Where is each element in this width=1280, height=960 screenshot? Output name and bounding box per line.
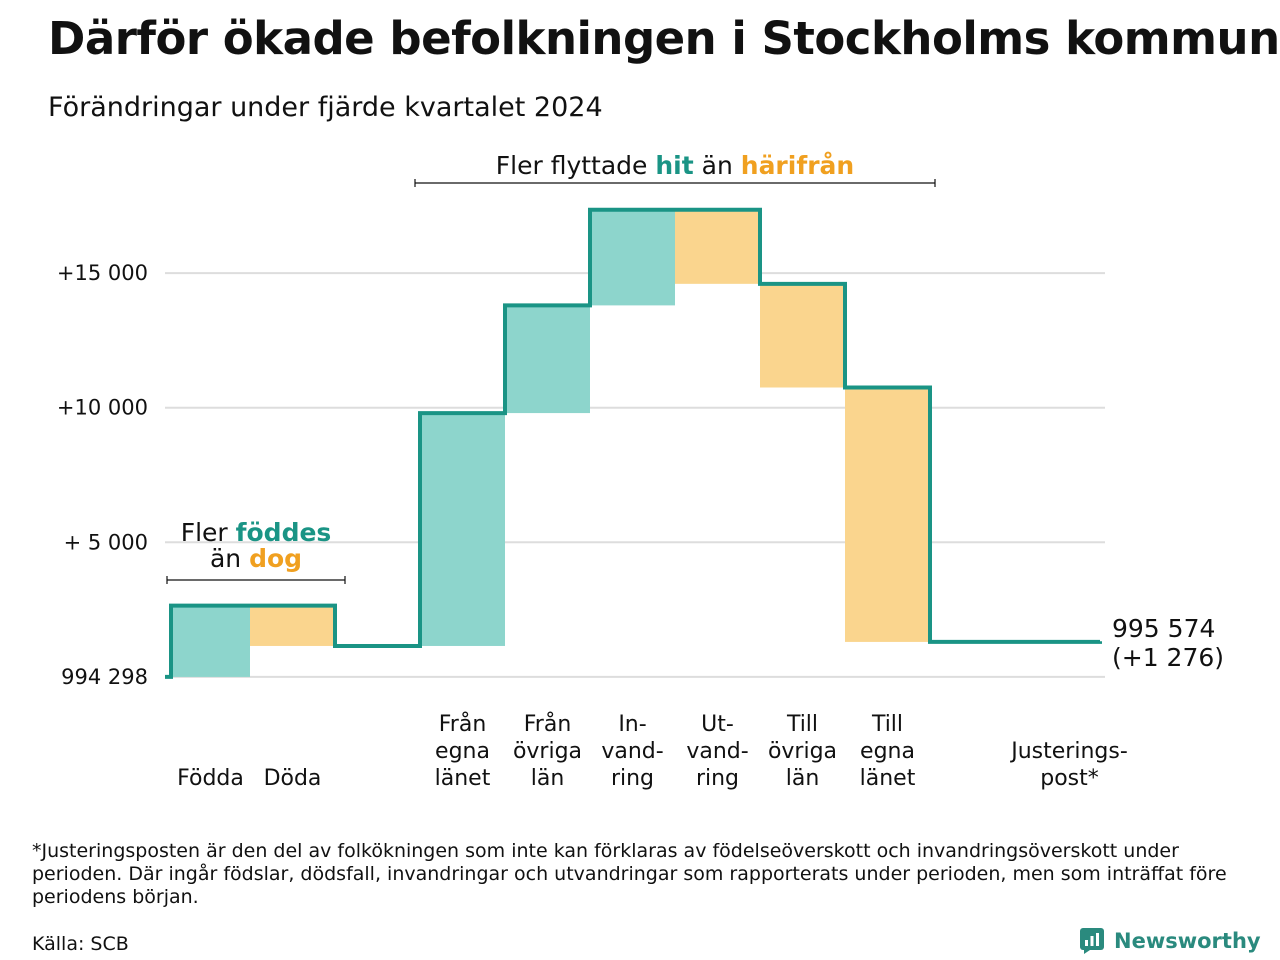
x-category-label: Ut-vand-ring — [686, 712, 748, 791]
y-tick-label: +15 000 — [57, 261, 148, 285]
x-category-label: Till egna länet — [860, 712, 916, 791]
annotation-migration: Fler flyttade hit än härifrån — [496, 151, 854, 180]
chart-subtitle: Förändringar under fjärde kvartalet 2024 — [48, 92, 603, 123]
waterfall-step-line — [165, 207, 1102, 679]
end-value-label: 995 574 (+1 276) — [1112, 614, 1224, 672]
bar-increase — [505, 305, 590, 414]
footnote: *Justeringsposten är den del av folkökni… — [32, 840, 1227, 908]
y-tick-label: + 5 000 — [64, 530, 148, 554]
bar-decrease — [250, 605, 335, 646]
bar-increase — [420, 413, 505, 646]
x-category-label: Justerings-post* — [1009, 739, 1128, 791]
bar-decrease — [845, 387, 930, 642]
source-text: Källa: SCB — [32, 933, 129, 955]
chart-title: Därför ökade befolkningen i Stockholms k… — [48, 12, 1280, 65]
annotation-births-line2: än dog — [210, 544, 302, 573]
x-category-label: Från egna länet — [435, 711, 491, 791]
bar-increase — [590, 209, 675, 306]
x-category-label: Från övriga län — [513, 711, 582, 791]
x-category-label: Döda — [264, 766, 322, 791]
bar-decrease — [675, 209, 760, 284]
annotation-births-line1: Fler föddes — [181, 518, 332, 547]
x-category-label: Födda — [177, 766, 244, 791]
newsworthy-logo-icon — [1080, 928, 1104, 954]
bar-decrease — [760, 283, 845, 388]
brand-logo: Newsworthy — [1080, 928, 1261, 954]
x-category-label: In-vand-ring — [601, 712, 663, 791]
bar-increase — [171, 605, 250, 677]
y-tick-label: +10 000 — [57, 396, 148, 420]
x-category-label: Till övriga län — [768, 712, 837, 791]
y-tick-label: 994 298 — [61, 665, 148, 689]
brand-name: Newsworthy — [1114, 929, 1261, 953]
waterfall-chart: 994 298 + 5 000 +10 000 +15 000 Födda Döda Frå… — [57, 151, 1224, 791]
